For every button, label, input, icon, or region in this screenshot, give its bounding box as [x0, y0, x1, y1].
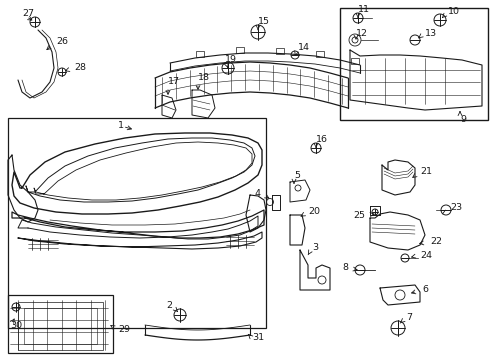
- Text: 17: 17: [168, 77, 180, 86]
- Bar: [316, 51, 324, 57]
- Text: 25: 25: [353, 211, 365, 220]
- Bar: [8, 295, 113, 353]
- Text: 8: 8: [342, 264, 348, 273]
- Text: 20: 20: [308, 207, 320, 216]
- Text: 2: 2: [166, 302, 172, 310]
- Text: 1: 1: [118, 121, 124, 130]
- Text: 10: 10: [448, 8, 460, 17]
- Bar: [8, 118, 266, 328]
- Text: 14: 14: [298, 42, 310, 51]
- Text: 15: 15: [258, 18, 270, 27]
- Bar: [340, 8, 488, 120]
- Text: 18: 18: [198, 73, 210, 82]
- Text: 22: 22: [430, 238, 442, 247]
- Text: 24: 24: [420, 251, 432, 260]
- Text: 29: 29: [118, 325, 130, 334]
- Bar: [236, 48, 244, 53]
- Text: 19: 19: [225, 55, 237, 64]
- Text: 27: 27: [22, 9, 34, 18]
- Text: 26: 26: [56, 37, 68, 46]
- Text: 6: 6: [422, 285, 428, 294]
- Text: 5: 5: [294, 171, 300, 180]
- Bar: [18, 302, 103, 350]
- Text: 23: 23: [450, 203, 462, 212]
- Text: 3: 3: [312, 243, 318, 252]
- Bar: [276, 48, 284, 54]
- Text: 28: 28: [74, 63, 86, 72]
- Text: 16: 16: [316, 135, 328, 144]
- Text: 13: 13: [425, 28, 437, 37]
- Text: 9: 9: [460, 116, 466, 125]
- Text: 7: 7: [406, 314, 412, 323]
- Text: 21: 21: [420, 167, 432, 176]
- Text: 31: 31: [252, 333, 264, 342]
- Text: 11: 11: [358, 5, 370, 14]
- Bar: [196, 51, 204, 57]
- Text: 12: 12: [356, 28, 368, 37]
- Text: 30: 30: [10, 321, 22, 330]
- Bar: [351, 58, 359, 64]
- Text: 4: 4: [254, 189, 260, 198]
- Bar: [24, 308, 97, 344]
